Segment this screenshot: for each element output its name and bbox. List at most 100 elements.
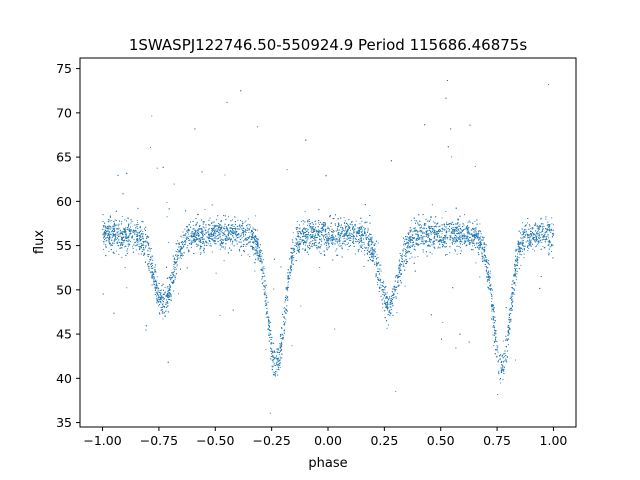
- data-point: [398, 274, 400, 276]
- data-point: [231, 219, 234, 221]
- data-point: [373, 262, 375, 264]
- data-point: [283, 311, 286, 313]
- data-point: [300, 305, 302, 307]
- data-point: [523, 257, 525, 259]
- data-point: [481, 252, 483, 254]
- data-point: [482, 239, 484, 241]
- data-point: [536, 228, 538, 230]
- data-point: [379, 278, 381, 280]
- data-point: [355, 231, 357, 233]
- data-point: [458, 229, 460, 231]
- data-point: [306, 224, 309, 226]
- data-point: [338, 236, 340, 238]
- data-point: [283, 317, 285, 319]
- data-point: [277, 359, 279, 361]
- data-point: [290, 271, 292, 274]
- data-point: [315, 241, 317, 243]
- data-point: [268, 322, 270, 324]
- data-point: [110, 243, 112, 245]
- data-point: [217, 228, 219, 230]
- data-point: [362, 229, 364, 231]
- data-point: [433, 229, 435, 231]
- data-point: [397, 280, 399, 282]
- data-point: [510, 295, 512, 297]
- data-point: [466, 240, 468, 242]
- data-point: [121, 256, 123, 259]
- data-point: [316, 236, 318, 238]
- data-point: [520, 264, 522, 266]
- data-point: [516, 273, 518, 275]
- data-point: [296, 221, 298, 223]
- data-point: [487, 267, 489, 269]
- data-point: [382, 307, 384, 309]
- data-point: [457, 230, 459, 232]
- data-point: [361, 220, 363, 222]
- data-point: [161, 297, 163, 299]
- data-point: [339, 242, 341, 244]
- data-point: [262, 259, 264, 261]
- data-point: [485, 266, 488, 268]
- data-point: [273, 364, 275, 366]
- data-point: [401, 253, 403, 255]
- data-point: [484, 246, 486, 248]
- data-point: [131, 230, 133, 232]
- data-point: [275, 362, 277, 364]
- data-point: [398, 260, 400, 262]
- data-point: [136, 233, 138, 236]
- data-point: [344, 225, 346, 227]
- data-point: [225, 235, 227, 237]
- data-point: [511, 303, 513, 305]
- data-point: [178, 293, 180, 295]
- data-point: [152, 279, 155, 281]
- data-point: [192, 224, 194, 226]
- data-point: [273, 288, 275, 290]
- data-point: [493, 345, 495, 347]
- data-point: [474, 220, 476, 223]
- data-point: [263, 280, 265, 282]
- data-point: [493, 319, 495, 321]
- data-point: [358, 248, 360, 250]
- data-point: [423, 224, 425, 226]
- data-point: [130, 222, 132, 224]
- data-point: [285, 299, 287, 301]
- data-point: [245, 245, 247, 247]
- data-point: [208, 227, 210, 230]
- data-point: [238, 234, 240, 236]
- data-point: [166, 201, 168, 204]
- data-point: [125, 226, 127, 228]
- data-point: [254, 270, 256, 272]
- data-point: [383, 280, 385, 282]
- data-point: [269, 412, 271, 414]
- data-point: [136, 224, 138, 226]
- data-point: [202, 230, 204, 232]
- data-point: [162, 303, 164, 305]
- data-point: [322, 237, 324, 239]
- data-point: [473, 244, 476, 246]
- data-point: [249, 255, 251, 258]
- data-point: [510, 313, 512, 315]
- data-point: [376, 281, 378, 284]
- data-point: [151, 272, 153, 274]
- data-point: [467, 230, 469, 232]
- data-point: [215, 272, 217, 274]
- data-point: [345, 240, 347, 242]
- data-point: [528, 236, 530, 238]
- data-point: [285, 318, 287, 320]
- data-point: [425, 239, 427, 242]
- data-point: [215, 219, 218, 221]
- data-point: [193, 228, 195, 230]
- data-point: [325, 247, 328, 249]
- data-point: [303, 223, 305, 225]
- data-point: [162, 298, 164, 300]
- data-point: [479, 276, 481, 278]
- data-point: [133, 239, 135, 241]
- data-point: [410, 241, 412, 243]
- data-point: [316, 248, 318, 250]
- data-point: [540, 232, 542, 234]
- data-point: [281, 341, 283, 343]
- data-point: [422, 240, 424, 242]
- data-point: [256, 237, 258, 240]
- data-point: [446, 238, 448, 240]
- data-point: [373, 251, 375, 253]
- data-point: [314, 226, 317, 228]
